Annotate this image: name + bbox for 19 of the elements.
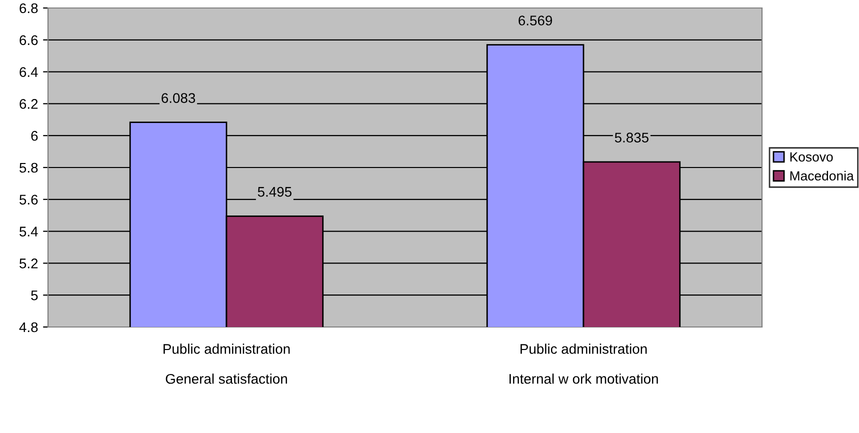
data-label: 5.835 [614, 132, 648, 143]
y-tick-label: 5.6 [20, 194, 38, 205]
y-tick-label: 5.8 [20, 162, 38, 173]
y-tick-label: 5.4 [20, 226, 38, 236]
y-tick-label: 6.2 [20, 99, 38, 109]
legend-label: Kosovo [790, 152, 833, 162]
y-tick-label: 6 [31, 130, 38, 141]
category-label: Public administration General satisfaction [164, 344, 290, 384]
category-label: Public administration Internal w ork motivation [510, 344, 658, 384]
y-tick-label: 5 [31, 290, 38, 300]
y-tick-label: 5.2 [20, 258, 38, 268]
y-tick-label: 4.8 [19, 322, 38, 332]
y-tick-label: 6.6 [20, 35, 38, 46]
y-tick-label: 6.4 [20, 67, 38, 77]
y-tick-label: 6.8 [20, 3, 38, 14]
legend-label: Macedonia [790, 170, 854, 181]
data-label: 5.495 [258, 186, 292, 197]
data-label: 6.083 [162, 93, 196, 103]
data-label: 6.569 [518, 16, 552, 26]
